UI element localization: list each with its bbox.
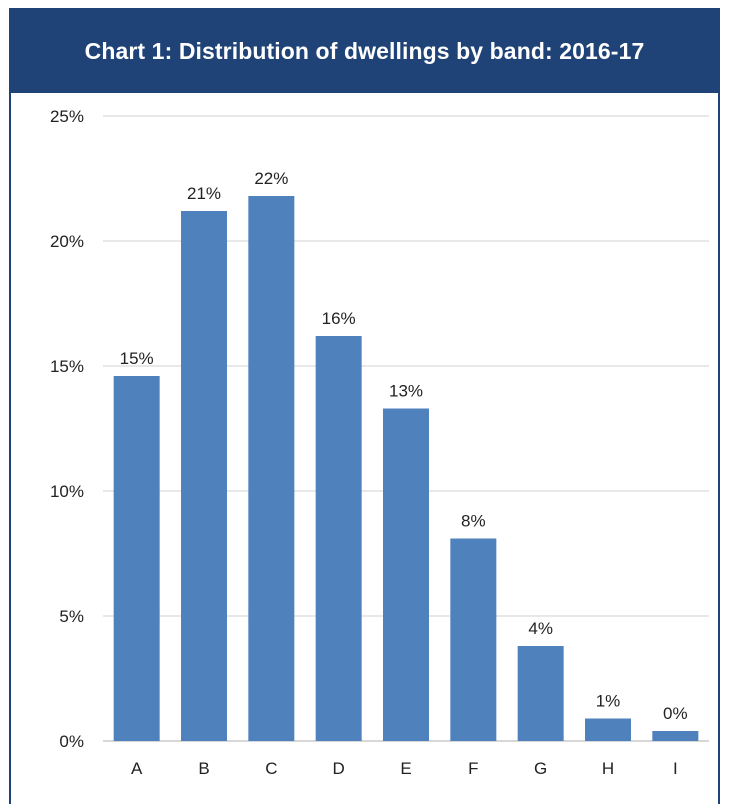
y-tick-label: 25% xyxy=(50,107,84,126)
bar-H xyxy=(585,718,631,741)
y-tick-label: 15% xyxy=(50,357,84,376)
x-tick-label: B xyxy=(198,759,209,778)
data-label: 16% xyxy=(322,309,356,328)
x-tick-label: E xyxy=(400,759,411,778)
x-tick-label: F xyxy=(468,759,478,778)
data-label: 4% xyxy=(528,619,553,638)
bar-E xyxy=(383,408,429,741)
data-label: 21% xyxy=(187,184,221,203)
y-tick-label: 20% xyxy=(50,232,84,251)
y-tick-label: 5% xyxy=(59,607,84,626)
x-tick-label: C xyxy=(265,759,277,778)
bar-I xyxy=(652,731,699,741)
x-tick-label: H xyxy=(602,759,614,778)
x-tick-label: D xyxy=(333,759,345,778)
y-tick-label: 0% xyxy=(59,732,84,751)
x-tick-label: I xyxy=(673,759,678,778)
data-label: 0% xyxy=(663,704,688,723)
bar-D xyxy=(315,336,362,741)
data-label: 8% xyxy=(461,512,486,531)
bar-F xyxy=(450,538,497,741)
data-label: 15% xyxy=(120,349,154,368)
chart-header: Chart 1: Distribution of dwellings by ba… xyxy=(11,10,718,93)
bar-C xyxy=(248,196,295,741)
x-tick-label: A xyxy=(131,759,143,778)
bar-A xyxy=(113,376,160,741)
y-tick-label: 10% xyxy=(50,482,84,501)
data-label: 13% xyxy=(389,382,423,401)
chart-title: Chart 1: Distribution of dwellings by ba… xyxy=(84,38,645,64)
data-label: 22% xyxy=(254,169,288,188)
bar-G xyxy=(517,646,564,741)
data-label: 1% xyxy=(596,692,621,711)
bar-B xyxy=(181,211,227,741)
x-tick-label: G xyxy=(534,759,547,778)
